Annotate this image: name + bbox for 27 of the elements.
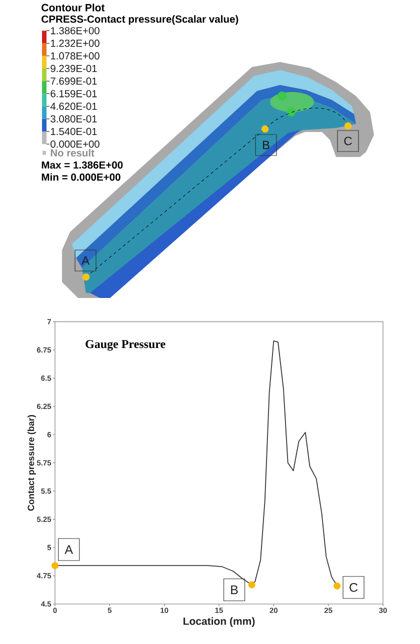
text: 0.000E+00 (50, 140, 100, 148)
text: C (344, 136, 352, 146)
text: 1.540E-01 (50, 128, 97, 136)
text: 1.386E+00 (50, 27, 100, 34)
text: 9.239E-01 (50, 64, 97, 72)
text: Contour Plot (42, 4, 105, 12)
point (248, 581, 256, 588)
text: 1.078E+00 (50, 52, 100, 60)
text: 7.699E-01 (50, 77, 97, 85)
text: A (82, 256, 90, 265)
text: 4.620E-01 (50, 102, 97, 110)
annotation: B (231, 586, 238, 594)
point (334, 582, 341, 590)
text: 1.232E+00 (50, 40, 100, 47)
text: Min = 0.000E+00 (42, 173, 120, 181)
x-axis-title: Location (mm) (184, 617, 255, 627)
text: No result (50, 149, 94, 157)
annotation: A (64, 545, 73, 554)
text: CPRESS-Contact pressure(Scalar value) (42, 15, 238, 25)
text: 3.080E-01 (50, 115, 97, 122)
point (52, 562, 58, 570)
text: 6.159E-01 (50, 90, 97, 98)
annotation: C (350, 583, 358, 592)
text: Max = 1.386E+00 (42, 161, 123, 169)
text: B (262, 140, 270, 150)
y-axis-title: Contact pressure (bar) (28, 415, 36, 511)
text: Gauge Pressure (86, 340, 166, 351)
